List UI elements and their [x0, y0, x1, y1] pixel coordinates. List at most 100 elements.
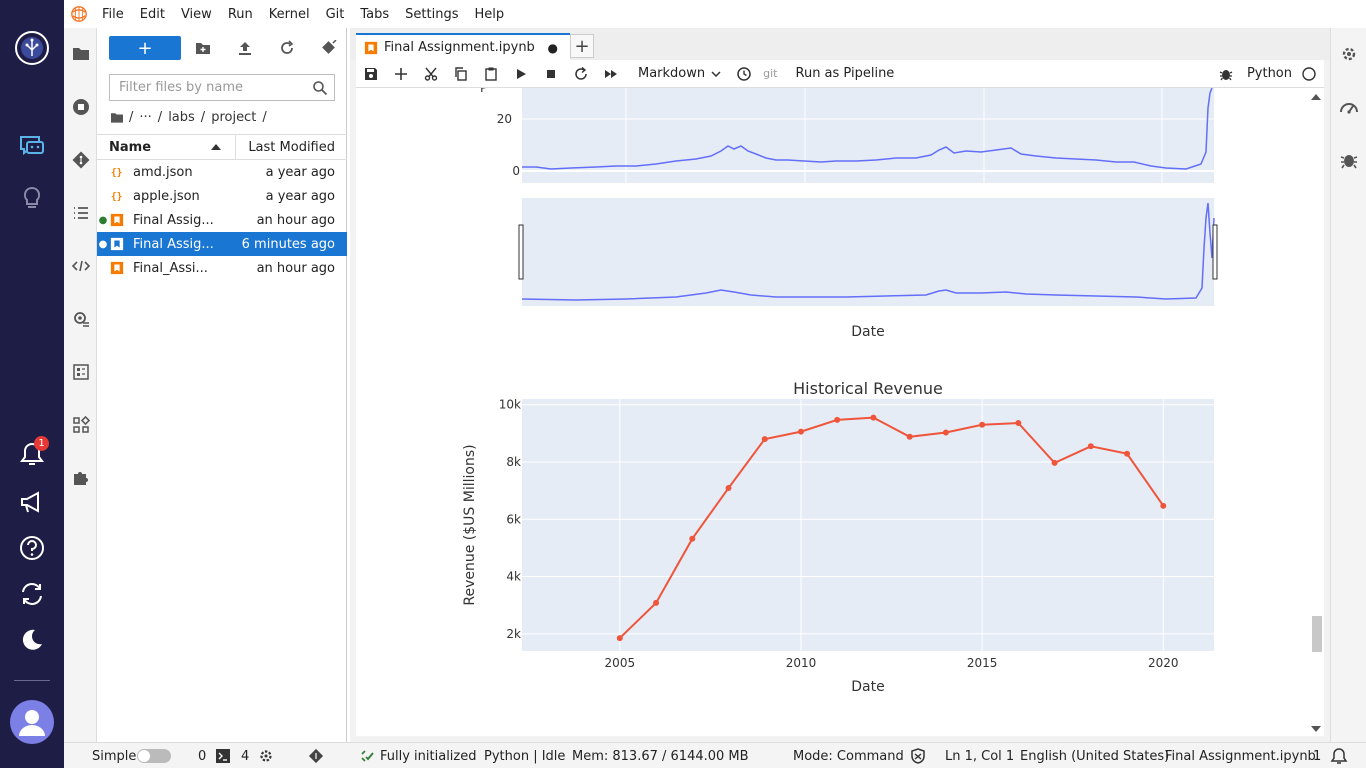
- cell-type-select[interactable]: Markdown: [638, 66, 706, 81]
- menu-help[interactable]: Help: [474, 6, 505, 22]
- running-kernels-icon[interactable]: [70, 96, 92, 118]
- revenue-point-2015[interactable]: [979, 421, 986, 428]
- run-as-pipeline-button[interactable]: Run as Pipeline: [795, 66, 895, 81]
- code-snippets-icon[interactable]: [70, 255, 92, 277]
- notification-count[interactable]: 1: [1313, 749, 1322, 764]
- menu-kernel[interactable]: Kernel: [268, 6, 310, 22]
- clock-icon[interactable]: [729, 60, 759, 88]
- revenue-point-2020[interactable]: [1160, 502, 1167, 509]
- megaphone-icon[interactable]: [16, 486, 48, 518]
- revenue-point-2006[interactable]: [653, 599, 660, 606]
- trust-shield-icon[interactable]: [910, 748, 926, 764]
- column-name-header[interactable]: Name: [97, 135, 236, 159]
- tab-final-assignment[interactable]: Final Assignment.ipynb ●: [356, 33, 570, 60]
- component-catalog-icon[interactable]: [70, 361, 92, 383]
- revenue-point-2013[interactable]: [906, 433, 913, 440]
- revenue-point-2010[interactable]: [797, 428, 804, 435]
- file-row[interactable]: ● Final Assig... an hour ago: [97, 208, 347, 232]
- git-status-icon[interactable]: [308, 748, 324, 764]
- filter-files-input[interactable]: [110, 75, 300, 100]
- menu-view[interactable]: View: [180, 6, 212, 22]
- revenue-point-2014[interactable]: [942, 429, 949, 436]
- kernel-count[interactable]: 0: [198, 749, 207, 764]
- new-tab-button[interactable]: +: [570, 34, 594, 58]
- revenue-point-2011[interactable]: [834, 416, 841, 423]
- new-folder-icon[interactable]: [193, 38, 213, 58]
- stop-kernel-icon[interactable]: [536, 60, 566, 88]
- folder-icon[interactable]: [70, 43, 92, 65]
- revenue-point-2016[interactable]: [1015, 420, 1022, 427]
- range-slider-right-handle[interactable]: [1212, 224, 1218, 280]
- extensions-grid-icon[interactable]: [70, 414, 92, 436]
- status-bell-icon[interactable]: [1330, 747, 1348, 765]
- git-diff-button[interactable]: git: [763, 67, 778, 80]
- revenue-point-2018[interactable]: [1087, 443, 1094, 450]
- file-row[interactable]: {} amd.json a year ago: [97, 160, 347, 184]
- revenue-point-2009[interactable]: [761, 436, 768, 443]
- run-all-icon[interactable]: [596, 60, 626, 88]
- scroll-down-arrow-icon[interactable]: [1311, 726, 1321, 732]
- revenue-point-2019[interactable]: [1124, 450, 1131, 457]
- chat-icon[interactable]: [16, 130, 48, 162]
- cut-icon[interactable]: [416, 60, 446, 88]
- range-slider-left-handle[interactable]: [518, 224, 524, 280]
- revenue-point-2007[interactable]: [689, 535, 696, 542]
- file-row[interactable]: Final_Assi... an hour ago: [97, 256, 347, 280]
- kernel-name[interactable]: Python: [1246, 66, 1292, 81]
- table-of-contents-icon[interactable]: [70, 202, 92, 224]
- property-inspector-gear-icon[interactable]: [1339, 44, 1359, 64]
- column-modified-header[interactable]: Last Modified: [248, 139, 335, 155]
- revenue-point-2012[interactable]: [870, 414, 877, 421]
- unsaved-indicator[interactable]: ●: [547, 41, 558, 55]
- restart-kernel-icon[interactable]: [566, 60, 596, 88]
- menu-edit[interactable]: Edit: [139, 6, 165, 22]
- refresh-files-icon[interactable]: [277, 38, 297, 58]
- new-launcher-button[interactable]: +: [109, 36, 181, 60]
- debugger-panel-bug-icon[interactable]: [1339, 150, 1359, 170]
- save-icon[interactable]: [356, 60, 386, 88]
- help-icon[interactable]: [16, 532, 48, 564]
- run-cell-icon[interactable]: [506, 60, 536, 88]
- lsp-status-text[interactable]: Fully initialized: [380, 749, 477, 764]
- breadcrumb-labs[interactable]: labs: [168, 110, 195, 125]
- revenue-point-2017[interactable]: [1051, 459, 1058, 466]
- git-icon[interactable]: [70, 149, 92, 171]
- simple-mode-toggle[interactable]: [137, 749, 171, 763]
- menu-file[interactable]: File: [102, 6, 124, 22]
- scrollbar-thumb[interactable]: [1312, 616, 1322, 652]
- breadcrumb-project[interactable]: project: [211, 110, 257, 125]
- paste-icon[interactable]: [476, 60, 506, 88]
- breadcrumb-ellipsis[interactable]: ···: [139, 110, 152, 125]
- menu-git[interactable]: Git: [325, 6, 345, 22]
- git-clone-icon[interactable]: [319, 38, 339, 58]
- menu-run[interactable]: Run: [227, 6, 253, 22]
- debugger-bug-icon[interactable]: [1211, 60, 1241, 88]
- puzzle-piece-icon[interactable]: [70, 467, 92, 489]
- root-folder-icon[interactable]: [111, 112, 123, 123]
- chevron-down-icon[interactable]: [711, 70, 721, 77]
- menu-tabs[interactable]: Tabs: [360, 6, 390, 22]
- runtimes-gear-icon[interactable]: [70, 308, 92, 330]
- refresh-icon[interactable]: [16, 578, 48, 610]
- revenue-point-2008[interactable]: [725, 485, 732, 492]
- kernel-gear-icon[interactable]: [259, 749, 273, 763]
- user-avatar-icon[interactable]: [10, 700, 54, 744]
- app-logo-icon[interactable]: [14, 30, 50, 66]
- file-row-selected[interactable]: ● Final Assig... 6 minutes ago: [97, 232, 347, 256]
- moon-icon[interactable]: [16, 624, 48, 656]
- upload-icon[interactable]: [235, 38, 255, 58]
- terminal-count[interactable]: 4: [241, 749, 250, 764]
- lsp-status-icon[interactable]: [360, 748, 376, 764]
- notebook-scrollbar[interactable]: [1308, 88, 1324, 736]
- cursor-position[interactable]: Ln 1, Col 1: [945, 749, 1015, 764]
- display-language[interactable]: English (United States): [1020, 749, 1170, 764]
- kernel-status-text[interactable]: Python | Idle: [484, 749, 566, 764]
- terminal-icon[interactable]: [216, 749, 230, 763]
- scroll-up-arrow-icon[interactable]: [1311, 94, 1321, 100]
- file-row[interactable]: {} apple.json a year ago: [97, 184, 347, 208]
- insert-cell-icon[interactable]: [386, 60, 416, 88]
- lightbulb-icon[interactable]: [16, 182, 48, 214]
- revenue-point-2005[interactable]: [616, 635, 623, 642]
- menu-settings[interactable]: Settings: [405, 6, 459, 22]
- copy-icon[interactable]: [446, 60, 476, 88]
